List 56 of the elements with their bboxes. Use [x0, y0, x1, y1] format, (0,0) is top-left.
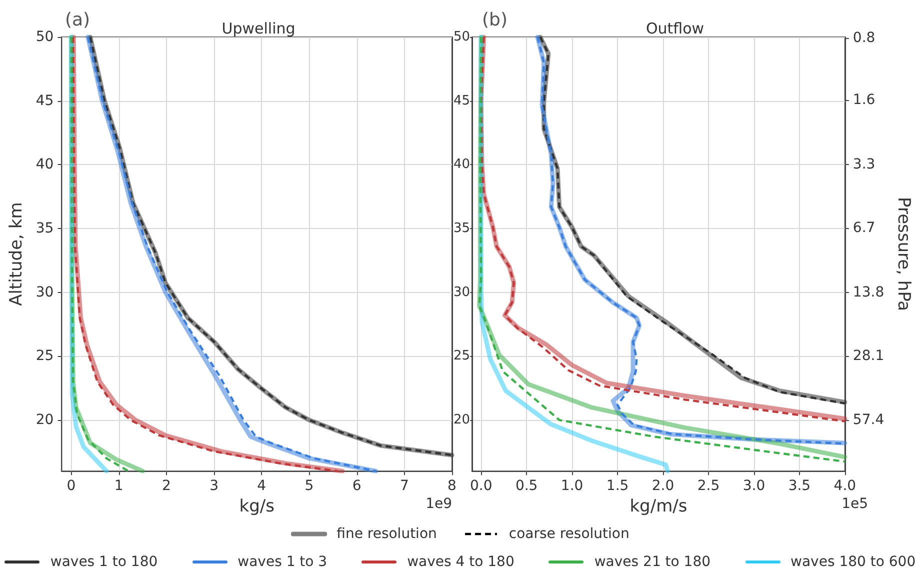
legend-label: waves 1 to 3	[238, 554, 328, 570]
legend-label: waves 21 to 180	[594, 554, 711, 570]
y2-tick-label: 1.6	[852, 92, 876, 108]
y-tick-label: 40	[36, 156, 54, 173]
x-tick-label: 2.0	[652, 478, 674, 494]
x-tick-label: 8	[448, 478, 456, 494]
y-tick-label: 20	[36, 412, 54, 428]
x-tick-label: 1.0	[560, 478, 584, 494]
y2-tick-label: 6.7	[852, 220, 876, 236]
y-tick-label: 50	[36, 29, 54, 45]
x-axis-title: kg/m/s	[630, 496, 688, 516]
x-tick-label: 7	[400, 478, 409, 494]
text: fine resolution	[336, 526, 437, 542]
y-tick-label: 25	[453, 348, 470, 364]
y-tick-label: 45	[453, 93, 470, 108]
y-tick-label: 20	[453, 412, 470, 428]
chart-title: Upwelling	[222, 20, 296, 38]
text: (a)	[65, 10, 90, 30]
legend-label: waves 180 to 600	[790, 554, 916, 570]
y2-tick-label: 0.8	[852, 30, 876, 46]
x-tick-label: 1.5	[606, 478, 629, 494]
x-axis-title: kg/s	[239, 496, 275, 516]
y-tick-label: 35	[453, 221, 470, 236]
y-tick-label: 25	[36, 348, 54, 364]
x-tick-label: 3.5	[788, 478, 811, 494]
y2-tick-label: 57.4	[852, 412, 884, 428]
legend-label: waves 4 to 180	[407, 554, 514, 570]
y2-tick-label: 3.3	[852, 156, 876, 173]
x-tick-label: 3	[210, 478, 218, 494]
text: 1e9	[426, 496, 452, 512]
y-tick-label: 30	[36, 284, 54, 300]
x-tick-label: 2	[162, 478, 171, 494]
y2-tick-label: 13.8	[852, 284, 884, 300]
x-tick-label: 4.0	[834, 478, 856, 494]
y-tick-label: 40	[453, 157, 470, 172]
x-tick-label: 3.0	[742, 478, 766, 494]
x-tick-label: 2.5	[697, 478, 720, 494]
chart-title: Outflow	[646, 20, 704, 38]
y2-axis-title: Pressure, hPa	[894, 197, 914, 312]
y-tick-label: 30	[453, 284, 470, 300]
x-tick-label: 1	[114, 478, 124, 494]
text: coarse resolution	[508, 526, 630, 542]
y-tick-label: 45	[36, 92, 54, 109]
text: 1e5	[842, 496, 868, 512]
x-tick-label: 0	[66, 478, 76, 494]
x-tick-label: 0.0	[470, 478, 492, 494]
y-axis-title: Altitude, km	[6, 202, 26, 306]
x-tick-label: 5	[304, 478, 314, 494]
y-tick-label: 35	[36, 220, 54, 237]
x-tick-label: 6	[352, 478, 362, 494]
x-tick-label: 4	[257, 478, 266, 494]
y-tick-label: 50	[453, 30, 470, 44]
legend-label: waves 1 to 180	[50, 554, 158, 570]
x-tick-label: 0.5	[515, 478, 538, 494]
text: (b)	[482, 10, 508, 30]
y2-tick-label: 28.1	[852, 348, 884, 364]
